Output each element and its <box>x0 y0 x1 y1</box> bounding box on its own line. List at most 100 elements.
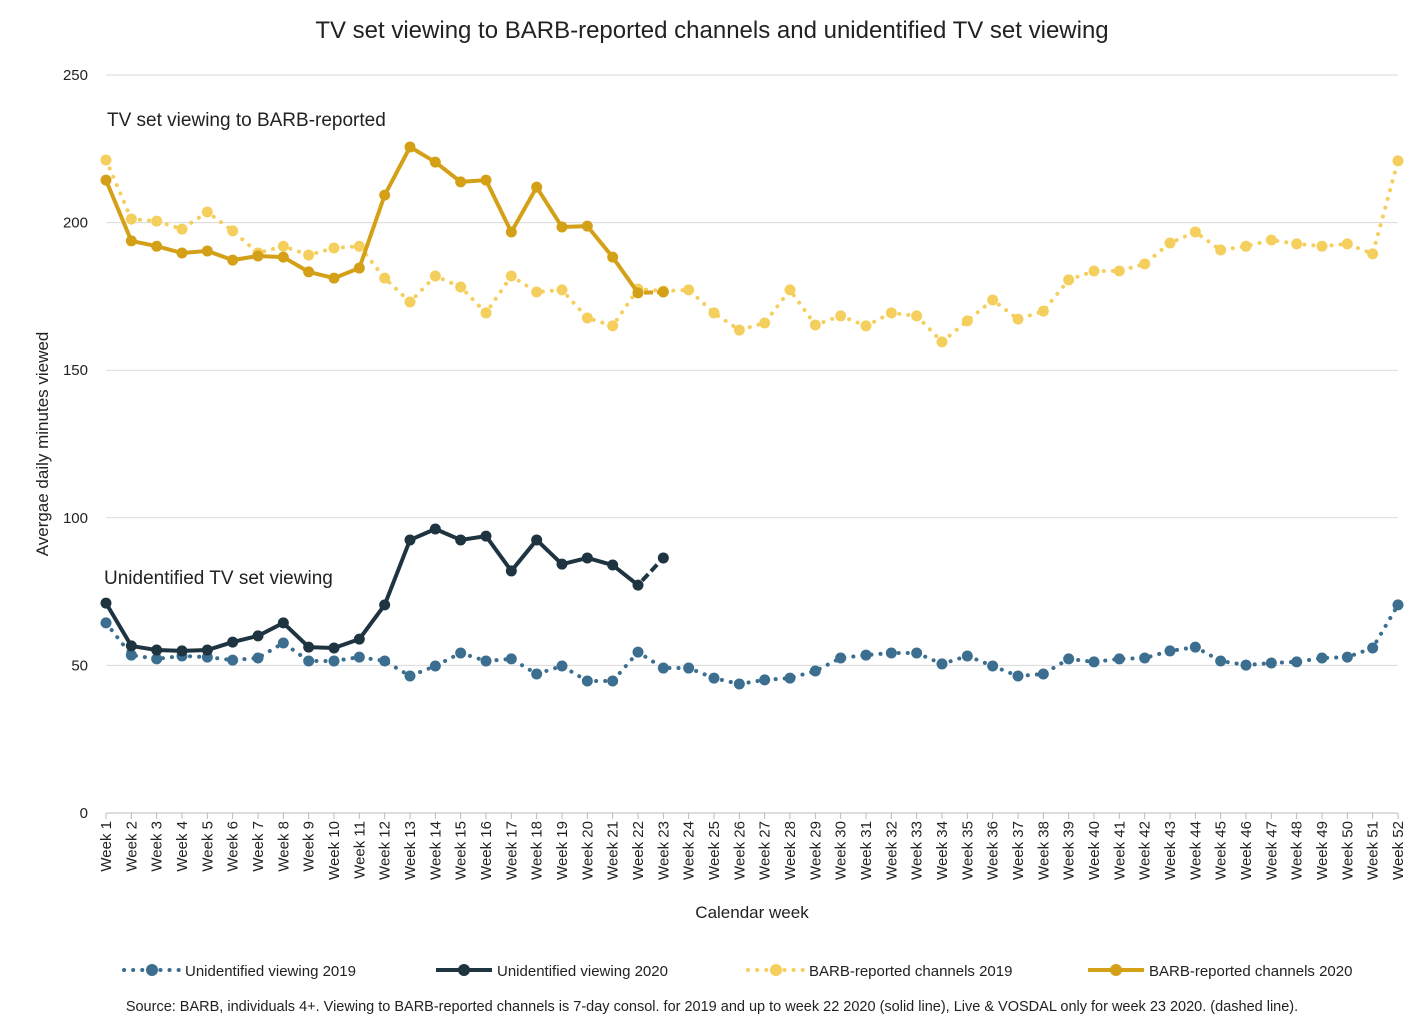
data-point <box>708 307 720 319</box>
data-point <box>455 281 467 293</box>
x-tick-label: Week 12 <box>377 821 394 880</box>
y-tick-label: 100 <box>63 510 88 527</box>
x-tick-label: Week 7 <box>250 821 267 872</box>
data-point <box>556 284 568 296</box>
data-point <box>125 640 137 652</box>
data-point <box>1088 656 1100 668</box>
x-tick-label: Week 16 <box>478 821 495 880</box>
data-point <box>379 599 391 611</box>
x-axis-label: Calendar week <box>695 903 809 922</box>
data-point <box>455 534 467 546</box>
data-point <box>151 215 163 227</box>
data-point <box>480 307 492 319</box>
data-point <box>455 176 467 188</box>
data-point <box>480 530 492 542</box>
legend-label: BARB-reported channels 2019 <box>809 963 1012 980</box>
x-tick-label: Week 35 <box>959 821 976 880</box>
series-line <box>104 527 665 653</box>
data-point <box>556 221 568 233</box>
data-point <box>1240 240 1252 252</box>
x-tick-label: Week 25 <box>706 821 723 880</box>
x-tick-label: Week 28 <box>782 821 799 880</box>
x-tick-label: Week 50 <box>1339 821 1356 880</box>
data-point <box>227 254 239 266</box>
data-point <box>1139 258 1151 270</box>
data-point <box>531 286 543 298</box>
data-point <box>1139 652 1151 664</box>
x-tick-label: Week 18 <box>529 821 546 880</box>
data-point <box>1291 238 1303 250</box>
data-point <box>227 636 239 648</box>
data-point <box>379 655 391 667</box>
data-point <box>176 247 188 259</box>
data-point <box>1113 653 1125 665</box>
x-tick-label: Week 34 <box>934 821 951 880</box>
x-tick-label: Week 15 <box>453 821 470 880</box>
x-tick-label: Week 10 <box>326 821 343 880</box>
x-tick-label: Week 4 <box>174 821 191 872</box>
source-note: Source: BARB, individuals 4+. Viewing to… <box>126 999 1298 1015</box>
x-tick-label: Week 9 <box>301 821 318 872</box>
x-tick-label: Week 33 <box>909 821 926 880</box>
x-tick-label: Week 2 <box>123 821 140 872</box>
y-tick-label: 50 <box>71 657 88 674</box>
data-point <box>100 174 112 186</box>
data-point <box>1392 599 1404 611</box>
data-point <box>784 672 796 684</box>
data-point <box>404 534 416 546</box>
data-point <box>505 270 517 282</box>
data-point <box>480 174 492 186</box>
data-point <box>1012 670 1024 682</box>
data-point <box>632 287 644 299</box>
data-point <box>1189 641 1201 653</box>
data-point <box>1265 657 1277 669</box>
data-point <box>632 579 644 591</box>
legend-label: Unidentified viewing 2020 <box>497 963 668 980</box>
x-tick-label: Week 31 <box>858 821 875 880</box>
data-point <box>1012 313 1024 325</box>
data-point <box>936 336 948 348</box>
data-point <box>151 653 163 665</box>
legend-marker <box>146 964 158 976</box>
data-point <box>911 310 923 322</box>
x-tick-label: Week 32 <box>883 821 900 880</box>
x-tick-label: Week 42 <box>1137 821 1154 880</box>
data-point <box>455 647 467 659</box>
data-point <box>505 565 517 577</box>
data-point <box>1316 652 1328 664</box>
x-tick-label: Week 20 <box>579 821 596 880</box>
data-point <box>227 654 239 666</box>
data-point <box>607 320 619 332</box>
data-point <box>987 294 999 306</box>
x-tick-label: Week 36 <box>985 821 1002 880</box>
x-tick-label: Week 37 <box>1010 821 1027 880</box>
data-point <box>809 319 821 331</box>
data-point <box>607 251 619 263</box>
data-point <box>328 272 340 284</box>
data-point <box>835 652 847 664</box>
data-point <box>100 597 112 609</box>
data-point <box>353 240 365 252</box>
data-point <box>581 312 593 324</box>
data-point <box>1164 237 1176 249</box>
data-point <box>581 220 593 232</box>
series-line <box>104 158 1400 344</box>
data-point <box>607 675 619 687</box>
data-point <box>277 240 289 252</box>
data-point <box>303 655 315 667</box>
series-line <box>104 602 1400 686</box>
data-point <box>683 662 695 674</box>
data-point <box>277 637 289 649</box>
data-point <box>303 249 315 261</box>
data-point <box>657 552 669 564</box>
x-tick-label: Week 21 <box>605 821 622 880</box>
data-point <box>733 678 745 690</box>
data-point <box>404 670 416 682</box>
data-point <box>987 660 999 672</box>
x-tick-label: Week 41 <box>1111 821 1128 880</box>
data-point <box>353 651 365 663</box>
data-point <box>176 223 188 235</box>
data-point <box>404 296 416 308</box>
x-tick-label: Week 1 <box>98 821 115 872</box>
data-point <box>1113 265 1125 277</box>
